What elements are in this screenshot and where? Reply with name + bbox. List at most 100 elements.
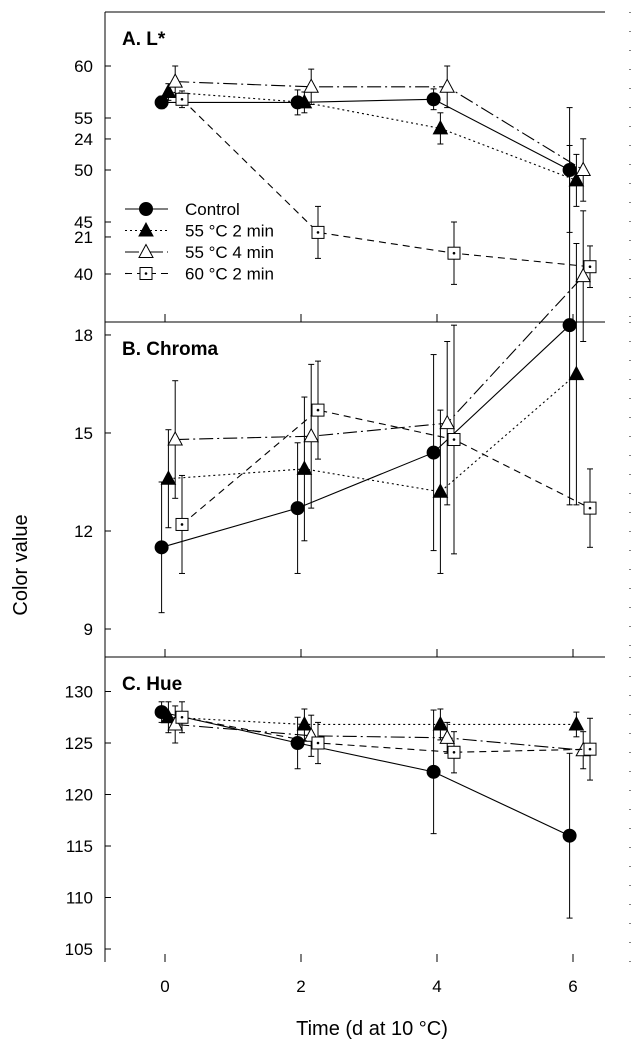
series-3 [175,324,597,574]
data-point-dot [180,523,184,526]
data-point [562,318,577,333]
data-point-dot [588,747,592,751]
data-point [432,483,449,498]
series-2 [167,210,592,509]
data-point-dot [180,715,184,719]
data-point-dot [180,97,184,101]
series-line [181,98,591,268]
data-point [439,78,456,93]
series-0 [154,701,577,919]
y-tick-label: 60 [74,57,93,76]
data-point-dot [588,265,592,269]
data-point-dot [588,506,592,510]
y-tick-label: 125 [65,734,93,753]
data-point [290,501,305,516]
data-point [167,73,184,88]
series-line [168,91,577,181]
panel-title: A. L* [122,29,166,50]
series-line [161,98,570,171]
data-point [562,828,577,843]
data-point-dot [452,438,456,441]
y-tick-label: 9 [84,620,93,639]
legend: Control 55 °C 2 min 55 °C 4 min 60 °C 2 min [125,200,274,284]
y-tick-label: 105 [65,940,93,959]
legend-marker [138,221,154,237]
x-tick-label: 4 [432,977,441,996]
y-tick-label: 21 [74,228,93,247]
legend-entry: Control [125,200,240,219]
data-point [154,540,169,555]
data-point [167,430,184,446]
data-point [426,764,441,779]
data-point [303,427,320,443]
data-point [160,83,177,98]
data-point [426,92,441,107]
series-line [181,409,591,525]
panel-1: B. Chroma 9 12 15 18 21 24 [74,130,631,657]
y-tick-label: 110 [66,889,93,908]
data-point [426,445,441,460]
y-tick-label: 120 [65,786,93,805]
y-tick-label: 24 [74,130,93,149]
series-line [161,324,570,548]
data-point [439,414,456,430]
panel-2: C. Hue 105 110 115 120 125 130 [65,656,631,962]
x-tick-label: 0 [160,977,169,996]
data-point [439,729,456,744]
series-1 [160,242,585,574]
y-tick-label: 15 [74,424,93,443]
data-point [160,708,177,724]
data-point [575,161,592,176]
legend-label: Control [185,200,240,219]
data-point [432,119,449,135]
series-2 [167,65,592,202]
data-point [568,365,585,381]
data-point [296,460,313,475]
series-1 [160,701,585,741]
series-2 [167,705,592,770]
x-tick-label: 2 [296,977,305,996]
y-tick-label: 18 [74,326,93,345]
data-point [303,78,320,93]
data-point [296,93,313,109]
series-line [168,716,577,726]
data-point [568,171,585,187]
data-point [160,470,177,485]
x-tick-labels: 0 2 4 6 [160,977,577,996]
series-0 [154,144,577,614]
legend-marker [139,202,153,216]
data-point-dot [452,750,456,754]
data-point [296,715,313,731]
legend-label: 60 °C 2 min [185,265,274,284]
legend-marker-dot [144,272,148,275]
legend-label: 55 °C 2 min [185,222,274,241]
data-point [154,95,169,110]
data-point-dot [316,408,320,412]
series-line [175,275,584,441]
x-axis-title: Time (d at 10 °C) [296,1018,448,1040]
x-tick-label: 6 [568,977,577,996]
series-line [161,711,570,837]
legend-label: 55 °C 4 min [185,243,274,262]
y-tick-label: 12 [74,522,93,541]
series-line [175,723,584,751]
legend-entry: 60 °C 2 min [125,265,274,284]
legend-entry: 55 °C 4 min [125,243,274,262]
y-tick-label: 40 [74,265,93,284]
legend-marker [138,243,154,258]
data-point [432,715,449,731]
y-tick-label: 55 [74,109,93,128]
data-point [575,267,592,283]
y-tick-label: 115 [66,837,93,856]
series-3 [175,90,597,289]
legend-entry: 55 °C 2 min [125,222,274,241]
data-point-dot [452,251,456,255]
panel-title: B. Chroma [122,339,219,360]
data-point-dot [316,741,320,745]
data-point-dot [316,231,320,234]
panel-title: C. Hue [122,674,182,695]
data-point [568,715,585,731]
series-line [175,81,584,171]
